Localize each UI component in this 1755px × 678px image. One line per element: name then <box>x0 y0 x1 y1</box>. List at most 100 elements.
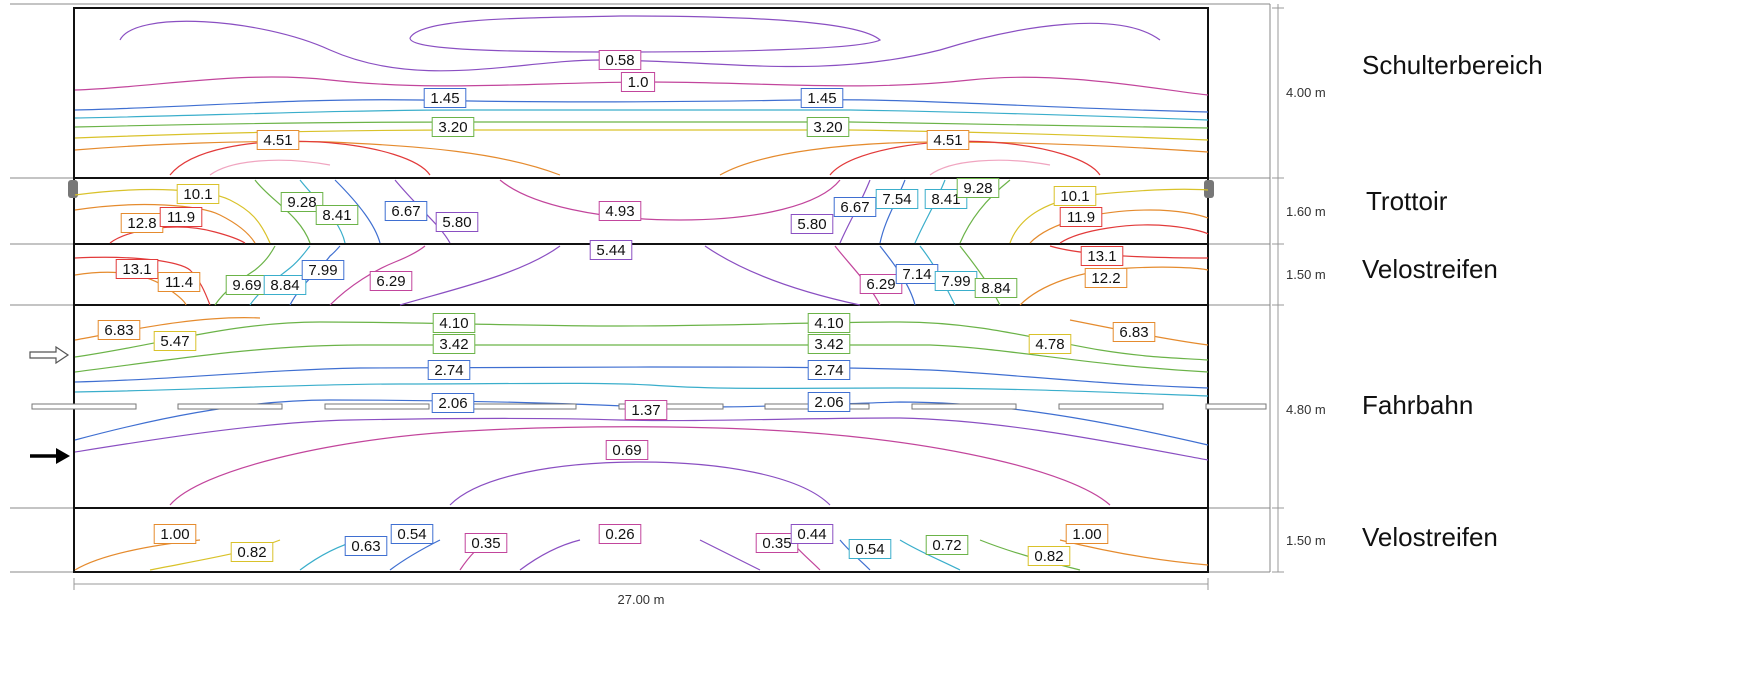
contour-label-box <box>800 88 844 108</box>
contour-label-text: 5.47 <box>160 333 189 350</box>
contour-label-text: 2.06 <box>814 394 843 411</box>
contour-label-text: 6.29 <box>376 273 405 290</box>
zone-name-schulterbereich: Schulterbereich <box>1362 50 1543 80</box>
contour-label-text: 8.84 <box>981 280 1010 297</box>
contour-label: 3.20 <box>806 117 850 137</box>
contour-label-text: 9.28 <box>963 180 992 197</box>
contour-label-text: 0.54 <box>397 526 426 543</box>
contour-label-box <box>464 533 508 553</box>
contour-label-box <box>807 334 851 354</box>
contour-label: 9.28 <box>280 192 324 212</box>
contour-label-box <box>624 400 668 420</box>
zone-name-fahrbahn: Fahrbahn <box>1362 390 1474 420</box>
contour-label: 12.8 <box>120 213 164 233</box>
zone-box-velostreifen-bottom <box>73 507 1209 573</box>
contour-label-box <box>315 205 359 225</box>
contour-label-text: 4.10 <box>814 315 843 332</box>
zone-box-schulterbereich <box>73 7 1209 179</box>
contour-label-box <box>848 539 892 559</box>
contour-label: 6.29 <box>859 274 903 294</box>
contour-label-text: 1.45 <box>807 90 836 107</box>
contour-label-text: 0.82 <box>1034 548 1063 565</box>
contour-label-text: 5.80 <box>797 216 826 233</box>
contour-label-text: 4.51 <box>263 132 292 149</box>
contour-label-text: 0.54 <box>855 541 884 558</box>
zone-width-velostreifen-bottom: 1.50 m <box>1286 533 1326 548</box>
direction-arrow-outline <box>29 345 70 365</box>
zone-name-trottoir: Trottoir <box>1366 186 1448 216</box>
contour-label: 11.9 <box>159 207 203 227</box>
contour-label-box <box>807 313 851 333</box>
contour-label: 0.72 <box>925 535 969 555</box>
contour-label: 6.83 <box>97 320 141 340</box>
contour-label: 11.4 <box>157 272 201 292</box>
contour-label-box <box>807 392 851 412</box>
contour-label: 5.80 <box>435 212 479 232</box>
contour-label-box <box>1028 334 1072 354</box>
contour-label-text: 11.9 <box>167 209 195 226</box>
contour-label-text: 11.4 <box>165 274 193 291</box>
contour-label-box <box>598 50 642 70</box>
contour-label-box <box>230 542 274 562</box>
contour-labels: 0.58 1.0 1.45 1.45 3.20 3.20 4.51 4.51 10.1 9.28 1… <box>97 50 1156 566</box>
dimension-lines <box>73 4 1284 590</box>
contour-label: 6.67 <box>833 197 877 217</box>
contour-label: 2.74 <box>807 360 851 380</box>
total-length: 27.00 m <box>618 592 665 607</box>
contour-label-text: 6.83 <box>1119 324 1148 341</box>
contour-label-text: 6.67 <box>840 199 869 216</box>
contour-label-box <box>176 184 220 204</box>
contour-label-text: 1.37 <box>631 402 660 419</box>
contour-label: 12.2 <box>1084 268 1128 288</box>
contour-label-box <box>925 535 969 555</box>
contour-label-text: 5.80 <box>442 214 471 231</box>
contour-label-text: 0.63 <box>351 538 380 555</box>
contour-label-box <box>153 524 197 544</box>
contour-label-box <box>115 259 159 279</box>
contour-label: 2.06 <box>807 392 851 412</box>
contour-label-text: 2.74 <box>814 362 843 379</box>
contour-label-text: 6.67 <box>391 203 420 220</box>
contour-label-box <box>1080 246 1124 266</box>
contour-label-text: 6.83 <box>104 322 133 339</box>
contour-label-box <box>1084 268 1128 288</box>
contour-label: 13.1 <box>115 259 159 279</box>
contours-trottoir <box>74 179 1209 244</box>
contour-label-text: 1.00 <box>1072 526 1101 543</box>
contour-label-text: 12.8 <box>127 215 156 232</box>
contour-label: 0.69 <box>605 440 649 460</box>
contour-label-box <box>790 214 834 234</box>
kerb-marker-left <box>68 180 78 198</box>
contour-label-box <box>620 72 656 92</box>
contour-label: 3.20 <box>431 117 475 137</box>
contour-label: 2.06 <box>431 393 475 413</box>
contour-label-box <box>97 320 141 340</box>
contour-label-text: 11.9 <box>1067 209 1095 226</box>
contour-label: 5.44 <box>589 240 633 260</box>
contour-label: 4.10 <box>432 313 476 333</box>
contour-label: 1.00 <box>1065 524 1109 544</box>
contour-label-box <box>432 334 476 354</box>
contour-label-text: 0.72 <box>932 537 961 554</box>
contour-label: 0.82 <box>230 542 274 562</box>
contour-label: 0.82 <box>1027 546 1071 566</box>
contour-label-text: 13.1 <box>1087 248 1116 265</box>
zone-box-velostreifen-top <box>73 243 1209 306</box>
contour-label: 1.0 <box>620 72 656 92</box>
contour-label-box <box>1053 186 1097 206</box>
contour-label-text: 9.28 <box>287 194 316 211</box>
contour-label-text: 4.51 <box>933 132 962 149</box>
contour-label-box <box>875 189 919 209</box>
contour-label: 0.63 <box>344 536 388 556</box>
contour-label-box <box>390 524 434 544</box>
contour-label: 1.37 <box>624 400 668 420</box>
contour-label: 0.35 <box>464 533 508 553</box>
contour-label: 4.93 <box>598 201 642 221</box>
contour-label: 1.00 <box>153 524 197 544</box>
contour-label: 4.10 <box>807 313 851 333</box>
contour-label: 6.67 <box>384 201 428 221</box>
contour-label-box <box>974 278 1018 298</box>
contour-label-text: 3.20 <box>438 119 467 136</box>
zone-name-velostreifen-top: Velostreifen <box>1362 254 1498 284</box>
